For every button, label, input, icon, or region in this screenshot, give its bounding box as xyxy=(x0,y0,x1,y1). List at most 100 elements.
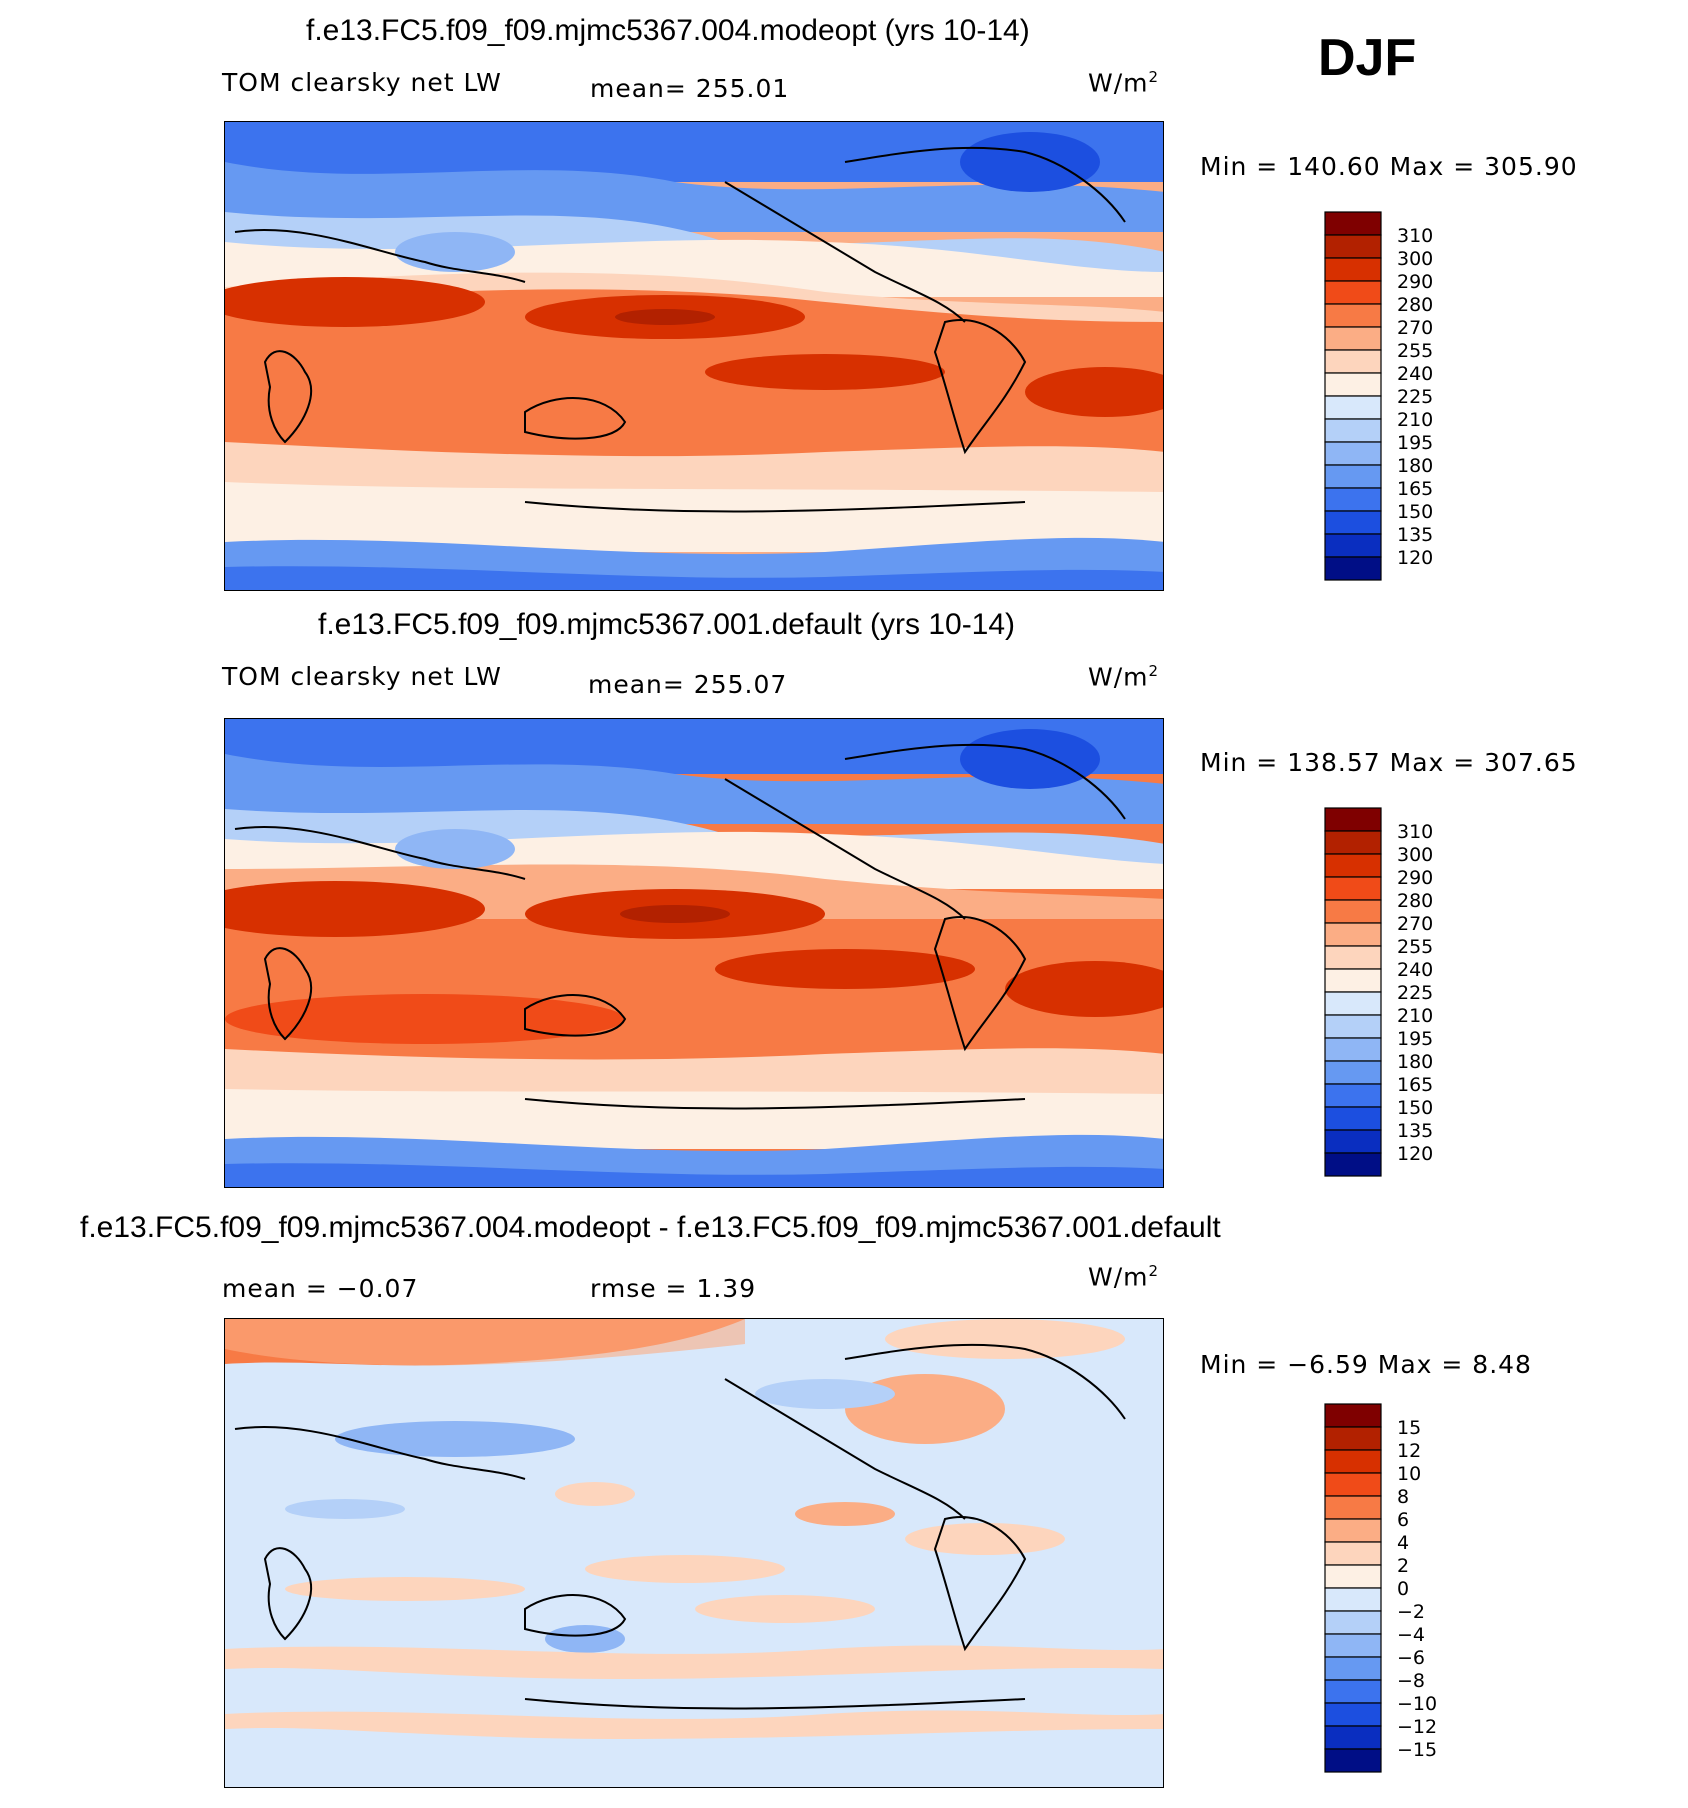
panel-1-field xyxy=(225,122,1163,590)
panel-1-minmax: Min = 140.60 Max = 305.90 xyxy=(1200,152,1578,181)
colorbar-tick-label: 195 xyxy=(1397,1028,1433,1050)
colorbar-tick-label: 225 xyxy=(1397,386,1433,408)
colorbar-box xyxy=(1324,876,1382,901)
panel-1-colorbar-svg: 3103002902802702552402252101951801651501… xyxy=(1324,211,1433,581)
colorbar-tick-label: −6 xyxy=(1397,1647,1425,1669)
colorbar-box xyxy=(1324,1679,1382,1704)
colorbar-tick-label: 180 xyxy=(1397,1051,1433,1073)
colorbar-tick-label: 210 xyxy=(1397,409,1433,431)
colorbar-box xyxy=(1324,945,1382,970)
colorbar-box xyxy=(1324,257,1382,282)
colorbar-tick-label: −4 xyxy=(1397,1624,1425,1646)
colorbar-tick-label: 150 xyxy=(1397,501,1433,523)
panel-1-variable-label: TOM clearsky net LW xyxy=(222,68,502,97)
colorbar-box xyxy=(1324,533,1382,558)
colorbar-box xyxy=(1324,280,1382,305)
colorbar-box xyxy=(1324,1518,1382,1543)
colorbar-box xyxy=(1324,991,1382,1016)
colorbar-box xyxy=(1324,1037,1382,1062)
colorbar-tick-label: 2 xyxy=(1397,1555,1409,1577)
colorbar-box xyxy=(1324,487,1382,512)
panel-3-rmse-label: rmse = 1.39 xyxy=(590,1274,757,1303)
colorbar-tick-label: 135 xyxy=(1397,524,1433,546)
panel-2-mean-label: mean= 255.07 xyxy=(588,670,788,699)
colorbar-tick-label: 255 xyxy=(1397,340,1433,362)
season-label: DJF xyxy=(1318,29,1417,87)
colorbar-box xyxy=(1324,1106,1382,1131)
colorbar-tick-label: −2 xyxy=(1397,1601,1425,1623)
panel-3-colorbar: 15 12 10 8 6 4 2 0 −2 −4 −6 −8 −10 −12 −15 xyxy=(1323,1402,1473,1782)
colorbar-tick-label: 290 xyxy=(1397,271,1433,293)
panel-3-mean-label: mean = −0.07 xyxy=(222,1274,419,1303)
colorbar-box xyxy=(1324,1403,1382,1428)
colorbar-tick-label: 150 xyxy=(1397,1097,1433,1119)
colorbar-box xyxy=(1324,807,1382,832)
panel-1-title: f.e13.FC5.f09_f09.mjmc5367.004.modeopt (… xyxy=(306,14,1030,47)
colorbar-box xyxy=(1324,1495,1382,1520)
colorbar-box xyxy=(1324,372,1382,397)
colorbar-box xyxy=(1324,830,1382,855)
panel-2-minmax: Min = 138.57 Max = 307.65 xyxy=(1200,748,1578,777)
colorbar-box xyxy=(1324,395,1382,420)
colorbar-tick-label: 165 xyxy=(1397,1074,1433,1096)
panel-2-colorbar-svg: 3103002902802702552402252101951801651501… xyxy=(1324,807,1433,1177)
colorbar-tick-label: 120 xyxy=(1397,547,1433,569)
colorbar-box xyxy=(1324,1541,1382,1566)
colorbar-box xyxy=(1324,1725,1382,1750)
colorbar-tick-label: 280 xyxy=(1397,294,1433,316)
colorbar-box xyxy=(1324,211,1382,236)
colorbar-tick-label: 310 xyxy=(1397,225,1433,247)
colorbar-box xyxy=(1324,510,1382,535)
panel-1-colorbar: 310 300 290 280 270 255 240 225 210 195 180 165 150 1… xyxy=(1323,210,1473,590)
colorbar-tick-label: 10 xyxy=(1397,1463,1421,1485)
colorbar-tick-label: 225 xyxy=(1397,982,1433,1004)
colorbar-tick-label: 270 xyxy=(1397,913,1433,935)
colorbar-tick-label: 240 xyxy=(1397,363,1433,385)
colorbar-tick-label: 165 xyxy=(1397,478,1433,500)
colorbar-box xyxy=(1324,1083,1382,1108)
panel-2-field xyxy=(225,719,1163,1187)
colorbar-box xyxy=(1324,349,1382,374)
colorbar-tick-label: 290 xyxy=(1397,867,1433,889)
panel-2-colorbar: 310 300 290 280 270 255 240 225 210 195 180 165 150 1… xyxy=(1323,806,1473,1186)
panel-1-map xyxy=(224,121,1164,591)
colorbar-tick-label: 120 xyxy=(1397,1143,1433,1165)
colorbar-box xyxy=(1324,1426,1382,1451)
colorbar-box xyxy=(1324,1472,1382,1497)
colorbar-tick-label: 0 xyxy=(1397,1578,1409,1600)
panel-2-title: f.e13.FC5.f09_f09.mjmc5367.001.default (… xyxy=(318,608,1016,641)
colorbar-box xyxy=(1324,326,1382,351)
colorbar-box xyxy=(1324,853,1382,878)
colorbar-tick-label: 270 xyxy=(1397,317,1433,339)
panel-3-title: f.e13.FC5.f09_f09.mjmc5367.004.modeopt -… xyxy=(80,1211,1221,1244)
colorbar-tick-label: 210 xyxy=(1397,1005,1433,1027)
colorbar-box xyxy=(1324,1587,1382,1612)
colorbar-box xyxy=(1324,1449,1382,1474)
colorbar-tick-label: 310 xyxy=(1397,821,1433,843)
colorbar-tick-label: 195 xyxy=(1397,432,1433,454)
colorbar-tick-label: 300 xyxy=(1397,248,1433,270)
colorbar-box xyxy=(1324,1152,1382,1177)
colorbar-tick-label: 180 xyxy=(1397,455,1433,477)
colorbar-box xyxy=(1324,1564,1382,1589)
colorbar-box xyxy=(1324,303,1382,328)
colorbar-box xyxy=(1324,1129,1382,1154)
colorbar-tick-label: 12 xyxy=(1397,1440,1421,1462)
colorbar-tick-label: −10 xyxy=(1397,1693,1437,1715)
colorbar-tick-label: 8 xyxy=(1397,1486,1409,1508)
colorbar-box xyxy=(1324,1060,1382,1085)
panel-3-field xyxy=(225,1319,1163,1787)
colorbar-box xyxy=(1324,418,1382,443)
colorbar-tick-label: −12 xyxy=(1397,1716,1437,1738)
colorbar-box xyxy=(1324,1633,1382,1658)
colorbar-box xyxy=(1324,464,1382,489)
colorbar-tick-label: 300 xyxy=(1397,844,1433,866)
colorbar-tick-label: 4 xyxy=(1397,1532,1409,1554)
colorbar-box xyxy=(1324,1702,1382,1727)
colorbar-tick-label: −8 xyxy=(1397,1670,1425,1692)
colorbar-tick-label: 255 xyxy=(1397,936,1433,958)
colorbar-box xyxy=(1324,234,1382,259)
colorbar-tick-label: 6 xyxy=(1397,1509,1409,1531)
colorbar-tick-label: 135 xyxy=(1397,1120,1433,1142)
